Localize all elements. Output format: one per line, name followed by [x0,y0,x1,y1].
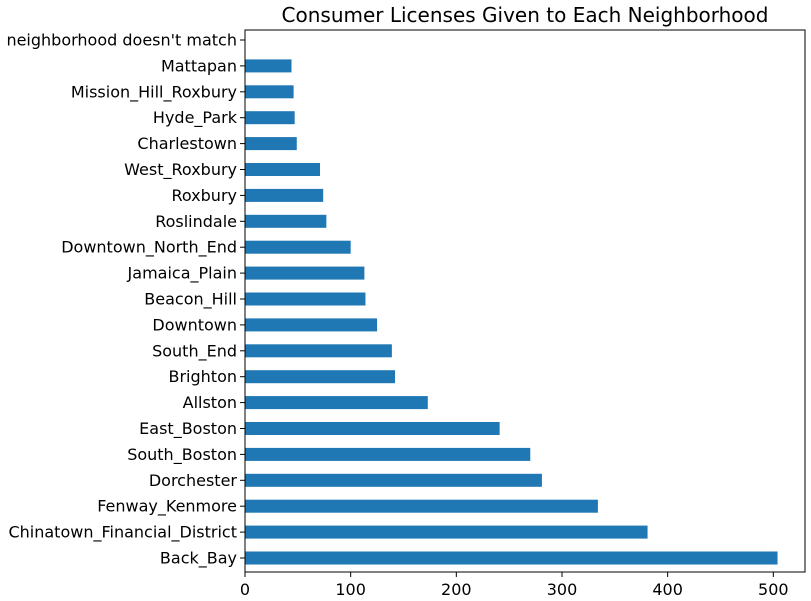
x-tick-labels: 0 100 200 300 400 500 [240,572,789,599]
bar-chinatown-financial-district [245,525,648,539]
bar-mattapan [245,59,292,73]
y-tick-label: Downtown_North_End [61,238,237,258]
y-tick-label: Roslindale [155,212,237,231]
bar-fenway-kenmore [245,499,598,513]
y-tick-label: Charlestown [137,134,237,153]
x-tick-label: 200 [441,580,472,599]
y-tick-label: East_Boston [139,419,237,439]
bar-hyde-park [245,111,295,125]
y-tick-labels: Back_Bay Chinatown_Financial_District Fenw… [6,31,245,569]
y-tick-label: West_Roxbury [124,160,237,180]
bar-allston [245,396,428,410]
x-tick-label: 0 [240,580,250,599]
plot-frame [244,29,806,573]
bar-roslindale [245,214,327,228]
y-tick-label: Allston [183,393,237,412]
bar-mission-hill-roxbury [245,85,294,99]
bar-downtown-north-end [245,240,351,254]
y-tick-label: Mission_Hill_Roxbury [71,82,237,102]
bar-downtown [245,318,378,332]
y-tick-label: Brighton [169,367,238,386]
bar-south-end [245,344,392,358]
y-tick-label: South_Boston [127,445,237,465]
x-tick-label: 300 [547,580,578,599]
bars-group [245,59,778,565]
bar-back-bay [245,551,778,565]
bar-jamaica-plain [245,266,365,280]
bar-dorchester [245,473,542,487]
y-tick-label: Downtown [152,315,237,334]
bar-beacon-hill [245,292,366,306]
bar-brighton [245,370,396,384]
y-tick-label: neighborhood doesn't match [6,31,237,50]
y-tick-label: South_End [152,341,237,361]
y-tick-label: Jamaica_Plain [127,264,237,284]
y-tick-label: Fenway_Kenmore [97,497,237,517]
x-tick-label: 400 [652,580,683,599]
y-tick-label: Dorchester [149,471,238,490]
y-tick-label: Mattapan [161,56,237,75]
y-tick-label: Chinatown_Financial_District [8,523,237,543]
chart-title: Consumer Licenses Given to Each Neighbor… [282,3,769,27]
bar-south-boston [245,447,531,461]
y-tick-label: Beacon_Hill [144,290,237,310]
x-tick-label: 100 [335,580,366,599]
x-tick-label: 500 [758,580,789,599]
bar-east-boston [245,422,500,435]
bar-charlestown [245,137,297,151]
bar-roxbury [245,188,324,202]
bar-west-roxbury [245,163,321,176]
y-tick-label: Roxbury [171,186,237,205]
y-tick-label: Back_Bay [160,549,237,569]
y-tick-label: Hyde_Park [153,108,238,128]
